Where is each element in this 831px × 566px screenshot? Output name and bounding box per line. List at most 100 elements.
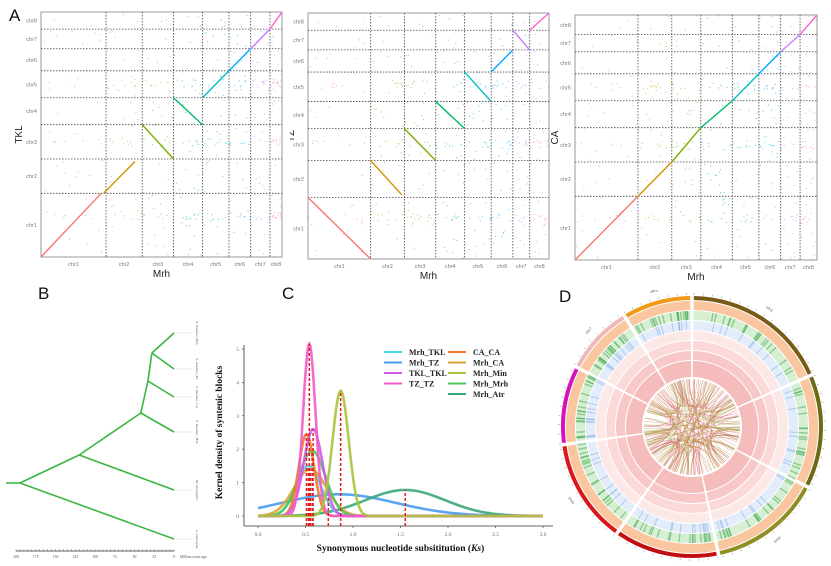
synteny-dot [453,86,455,88]
synteny-dot [482,120,484,122]
synteny-dot [654,85,656,87]
synteny-dot [206,130,208,132]
synteny-dot [483,141,485,143]
synteny-dot [743,216,745,218]
density-stripe [670,522,674,532]
synteny-dot [196,141,198,143]
synteny-dot [182,103,184,106]
x-tick-label: chr4 [445,264,456,270]
y-tick-label: chr8 [560,23,571,29]
synteny-dot [135,152,137,154]
circos-track [648,341,691,361]
synteny-dot [258,182,260,184]
synteny-dot [159,81,162,84]
density-stripe [628,341,635,350]
synteny-dot [273,54,275,56]
synteny-dot [109,199,111,201]
synteny-dot [255,177,257,180]
synteny-dot [722,199,724,201]
synteny-dot [280,213,282,215]
synteny-dot [522,85,524,87]
density-stripe [616,352,624,360]
synteny-dot [278,84,280,86]
synteny-dot [771,144,773,147]
synteny-dot [387,219,389,221]
synteny-dot [244,75,246,77]
synteny-dot [472,113,474,115]
synteny-dot [812,143,814,145]
synteny-dot [207,85,210,87]
synteny-dot [202,130,204,133]
synteny-dot [277,214,279,216]
ideogram-tick [564,467,567,469]
synteny-dot [220,19,222,21]
synteny-dot [796,214,798,216]
synteny-dot [121,137,124,139]
synteny-dot [377,220,379,222]
synteny-dot [244,81,246,83]
synteny-dot [630,210,632,212]
synteny-dot [632,105,634,107]
synteny-dot [653,219,656,221]
synteny-dot [534,251,536,253]
density-stripe [581,459,591,464]
synteny-dot [700,84,702,86]
ideogram-tick [755,309,757,312]
y-tick-label: chr3 [560,143,571,149]
synteny-dot [197,214,199,216]
synteny-dot [269,210,271,212]
synteny-dot [392,80,394,82]
synteny-dot [317,21,319,23]
synteny-dot [543,218,545,220]
synteny-dot [274,256,276,259]
density-stripe [602,352,611,359]
ideogram-tick [632,306,634,309]
synteny-dot [761,98,763,100]
density-stripe [668,531,672,541]
synteny-dot [242,178,244,181]
synteny-dot [457,61,459,63]
synteny-dot [199,25,201,27]
density-stripe [651,317,656,327]
synteny-dot [503,232,505,234]
density-stripe [788,435,798,438]
synteny-dot [751,68,753,70]
y-tick-label: chr3 [293,143,304,149]
density-stripe [586,418,596,421]
chromosome-ideogram-chr4 [617,531,717,558]
y-tick-label: chr5 [560,85,571,91]
synteny-dot [499,214,501,216]
synteny-dot [505,130,507,133]
density-stripe [576,431,586,433]
synteny-dot [677,145,679,147]
synteny-dot [646,113,648,115]
synteny-dot [43,40,45,42]
density-stripe [622,333,629,342]
synteny-dot [524,144,526,146]
chromosome-ideogram-chr2 [805,376,823,486]
synteny-dot [542,131,544,133]
density-stripe [579,454,590,459]
x-tick-label: 1.0 [350,532,357,538]
synteny-dot [474,84,476,86]
density-stripe [586,434,596,437]
synteny-dot [158,162,160,165]
synteny-dot [235,127,237,130]
synteny-link [674,382,739,417]
synteny-dot [216,226,218,228]
synteny-dot [137,118,139,121]
y-tick-label: chr8 [26,19,37,25]
legend-label: Mrh_Mrh [473,380,509,389]
synteny-dot [540,87,543,89]
synteny-dot [106,224,108,226]
synteny-dot [462,79,464,81]
synteny-dot [186,101,188,103]
synteny-dot [98,229,100,231]
synteny-dot [312,142,314,145]
synteny-dot [807,129,809,131]
synteny-dot [798,67,800,69]
density-stripe [798,436,808,439]
synteny-dot [637,130,639,132]
synteny-dot [86,243,88,245]
